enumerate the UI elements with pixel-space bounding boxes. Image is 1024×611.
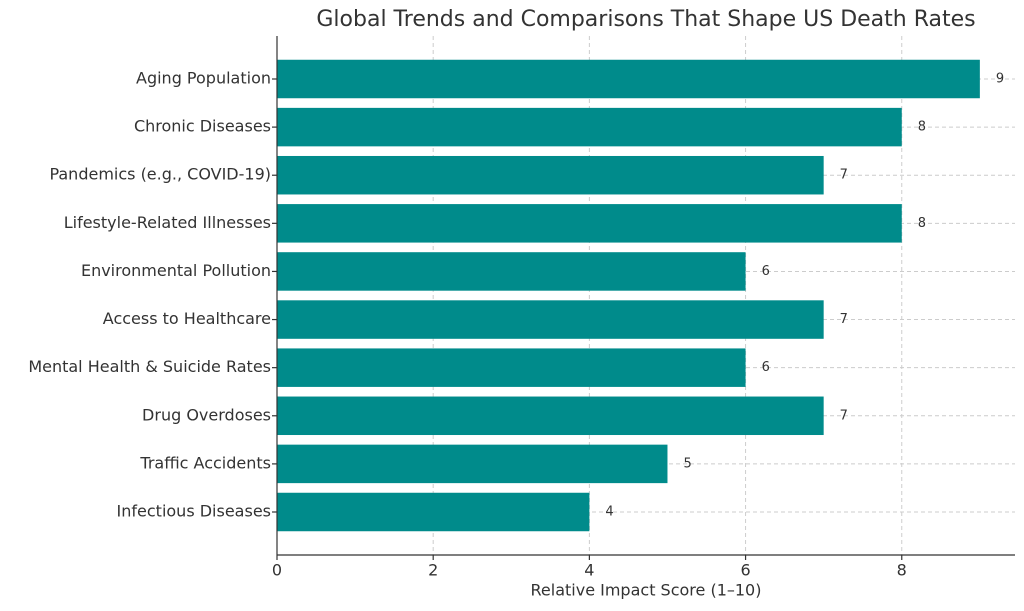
bar xyxy=(277,300,824,339)
x-tick-label: 6 xyxy=(740,561,750,580)
value-label: 9 xyxy=(996,72,1004,87)
value-label: 7 xyxy=(840,312,848,327)
y-tick-label: Lifestyle-Related Illnesses xyxy=(64,213,271,232)
x-tick-label: 2 xyxy=(428,561,438,580)
value-label: 7 xyxy=(840,168,848,183)
value-label: 8 xyxy=(918,216,926,231)
bar xyxy=(277,59,980,99)
chart-title: Global Trends and Comparisons That Shape… xyxy=(316,7,975,32)
value-label: 6 xyxy=(762,360,770,375)
x-tick-label: 4 xyxy=(584,561,594,580)
value-label: 8 xyxy=(918,120,926,135)
y-tick-label: Pandemics (e.g., COVID-19) xyxy=(49,165,271,184)
y-tick-label: Aging Population xyxy=(136,69,271,88)
x-tick-label: 0 xyxy=(272,561,282,580)
bar xyxy=(277,252,746,291)
y-tick-label: Drug Overdoses xyxy=(142,405,271,424)
value-label: 5 xyxy=(683,456,691,471)
y-tick-label: Chronic Diseases xyxy=(134,117,271,136)
y-tick-label: Mental Health & Suicide Rates xyxy=(28,357,271,376)
bar xyxy=(277,444,668,484)
value-label: 6 xyxy=(762,264,770,279)
bar xyxy=(277,204,902,243)
bar xyxy=(277,348,746,387)
bar xyxy=(277,107,902,147)
bar xyxy=(277,492,590,532)
y-tick-label: Environmental Pollution xyxy=(81,261,271,280)
x-tick-label: 8 xyxy=(897,561,907,580)
value-label: 7 xyxy=(840,408,848,423)
bar xyxy=(277,396,824,436)
y-tick-label: Infectious Diseases xyxy=(117,502,271,521)
x-axis-label: Relative Impact Score (1–10) xyxy=(531,581,762,600)
y-tick-label: Access to Healthcare xyxy=(103,309,271,328)
value-label: 4 xyxy=(605,505,613,520)
y-tick-label: Traffic Accidents xyxy=(139,453,271,472)
bar xyxy=(277,155,824,195)
